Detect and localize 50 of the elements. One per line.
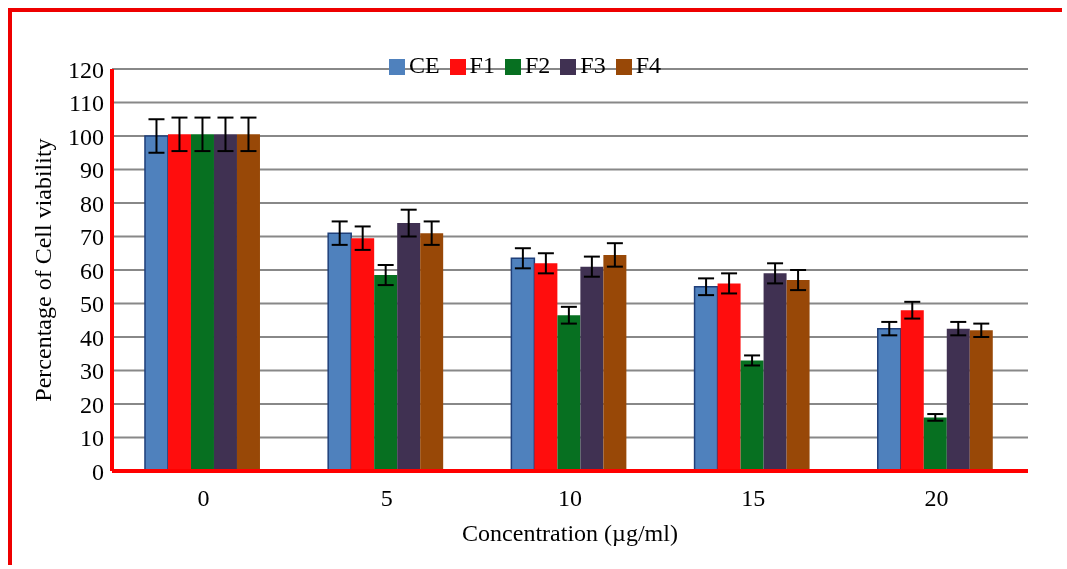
bar: [877, 327, 902, 471]
bar: [420, 233, 444, 471]
y-tick-label: 110: [68, 90, 104, 117]
bar: [969, 330, 993, 471]
x-tick-label: 0: [197, 485, 210, 512]
y-tick-label: 10: [80, 425, 104, 452]
bar: [693, 286, 719, 471]
x-axis-title: Concentration (µg/ml): [462, 520, 678, 546]
y-tick-label: 50: [80, 291, 104, 318]
bar: [717, 283, 741, 471]
bar: [351, 238, 375, 471]
bar: [557, 315, 581, 471]
bar: [603, 254, 627, 471]
bar: [374, 275, 398, 471]
bar: [236, 134, 260, 471]
legend-label: F4: [635, 52, 662, 78]
y-tick-label: 120: [68, 56, 104, 83]
bar: [327, 232, 352, 471]
x-tick-label: 20: [924, 485, 949, 512]
bar: [534, 263, 558, 471]
bar: [144, 135, 169, 471]
bar: [900, 310, 924, 471]
y-tick-label: 100: [68, 123, 104, 150]
bar: [923, 417, 947, 471]
y-tick-label: 70: [80, 224, 104, 251]
y-axis-title: Percentage of Cell viability: [29, 138, 56, 402]
legend-label: F2: [524, 52, 551, 78]
y-tick-label: 80: [80, 190, 104, 217]
bar: [510, 257, 536, 471]
bar: [213, 134, 237, 471]
y-tick-label: 0: [92, 458, 104, 485]
y-tick-label: 40: [80, 324, 104, 351]
bar: [946, 328, 970, 471]
bar: [190, 134, 214, 471]
bar: [167, 134, 191, 471]
y-tick-label: 60: [80, 257, 104, 284]
bar: [397, 223, 421, 471]
y-tick-label: 90: [80, 157, 104, 184]
y-tick-label: 30: [80, 358, 104, 385]
x-tick-label: 5: [380, 485, 393, 512]
y-tick-label: 20: [80, 391, 104, 418]
legend-label: F3: [580, 52, 606, 78]
x-tick-label: 15: [741, 485, 766, 512]
bar: [786, 280, 810, 471]
bar: [740, 360, 764, 471]
bar: [580, 266, 604, 471]
legend-label: F1: [469, 52, 495, 78]
bar: [763, 273, 787, 471]
x-tick-label: 10: [558, 485, 582, 512]
legend-label: CE: [408, 52, 440, 78]
